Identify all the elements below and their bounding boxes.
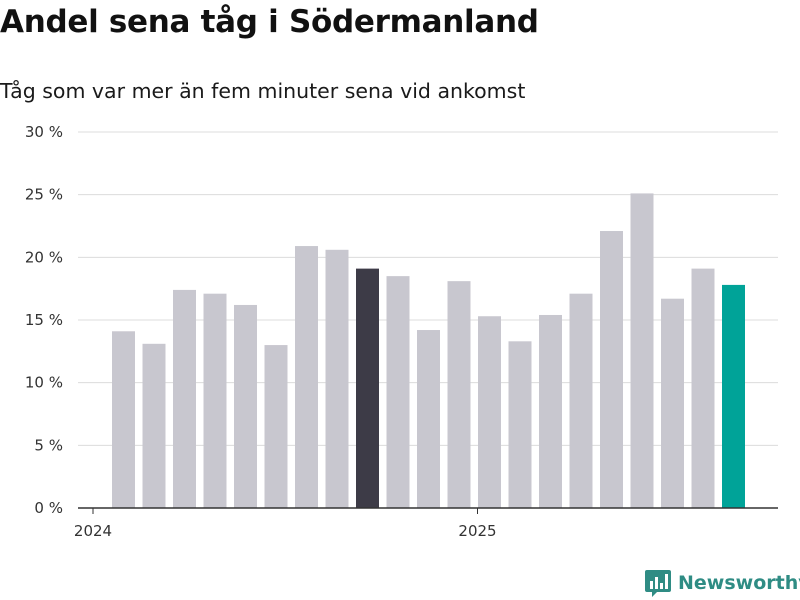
y-tick-label: 20 % [25, 248, 63, 266]
bar-2024-05 [234, 304, 257, 508]
bar-2024-02 [142, 343, 166, 508]
bars [112, 193, 745, 508]
bar-2025-05 [600, 231, 623, 508]
y-tick-label: 15 % [25, 311, 63, 329]
y-tick-label: 5 % [34, 436, 63, 454]
x-axis: 2024 2025 [74, 507, 778, 540]
bar-2025-06 [630, 193, 654, 508]
bar-2024-09 [356, 268, 379, 508]
bar-2024-07 [295, 246, 318, 508]
bar-2024-08 [325, 249, 349, 508]
bar-2025-07 [661, 298, 684, 508]
x-tick-label: 2025 [458, 522, 496, 540]
y-axis-ticks: 0 % 5 % 10 % 15 % 20 % 25 % 30 % [25, 123, 63, 517]
newsworthy-logo: Newsworthy [644, 568, 800, 598]
bar-2025-08 [691, 268, 715, 508]
bar-2024-03 [173, 289, 196, 508]
chart-subtitle: Tåg som var mer än fem minuter sena vid … [0, 79, 526, 103]
bar-2024-11 [417, 330, 440, 508]
y-tick-label: 30 % [25, 123, 63, 141]
bar-2024-12 [447, 281, 471, 508]
bar-2025-02 [508, 341, 532, 508]
chart-title: Andel sena tåg i Södermanland [0, 4, 539, 40]
y-tick-label: 10 % [25, 374, 63, 392]
bar-chart-pin-icon [645, 570, 671, 597]
bar-2024-10 [386, 276, 410, 508]
bar-2025-03 [539, 314, 562, 508]
bar-2025-01 [478, 316, 501, 508]
x-tick-label: 2024 [74, 522, 112, 540]
bar-2024-04 [203, 293, 227, 508]
y-tick-label: 0 % [34, 499, 63, 517]
bar-2025-04 [569, 293, 593, 508]
y-tick-label: 25 % [25, 186, 63, 204]
brand-name: Newsworthy [678, 572, 800, 594]
bar-2024-01 [112, 331, 135, 508]
bar-2025-09 [722, 284, 745, 508]
bar-2024-06 [264, 345, 288, 508]
